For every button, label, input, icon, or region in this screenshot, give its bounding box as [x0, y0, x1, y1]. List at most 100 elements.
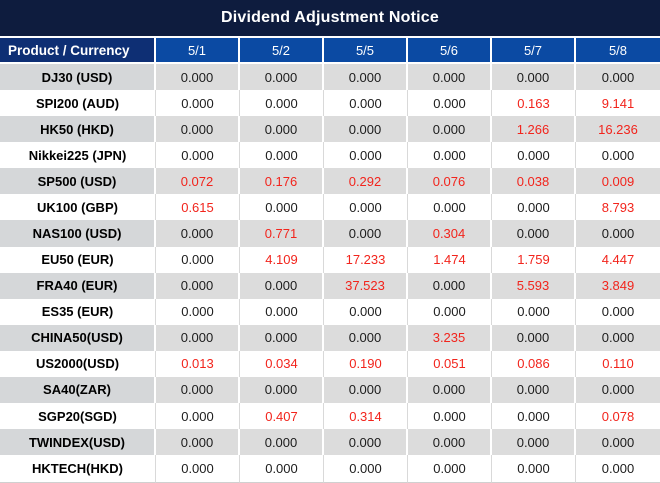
dividend-value: 0.000: [576, 220, 660, 247]
dividend-value: 0.038: [492, 168, 576, 195]
dividend-value: 0.000: [240, 429, 324, 456]
table-row: Nikkei225 (JPN) 0.000 0.000 0.000 0.000 0.000…: [0, 142, 660, 169]
dividend-value: 0.304: [408, 220, 492, 247]
dividend-value: 0.176: [240, 168, 324, 195]
dividend-value: 1.474: [408, 246, 492, 273]
dividend-value: 5.593: [492, 272, 576, 299]
table-row: UK100 (GBP) 0.615 0.000 0.000 0.000 0.000 8.79…: [0, 194, 660, 221]
table-row: US2000(USD) 0.013 0.034 0.190 0.051 0.086 0.11…: [0, 350, 660, 377]
dividend-value: 0.000: [240, 90, 324, 117]
dividend-value: 0.000: [156, 142, 240, 169]
product-label: ES35 (EUR): [0, 298, 156, 325]
dividend-value: 0.000: [156, 246, 240, 273]
column-header-date-5-6: 5/6: [408, 38, 492, 64]
column-header-date-5-1: 5/1: [156, 38, 240, 64]
product-label: FRA40 (EUR): [0, 272, 156, 299]
dividend-value: 0.000: [408, 142, 492, 169]
dividend-value: 0.000: [492, 142, 576, 169]
dividend-value: 0.009: [576, 168, 660, 195]
dividend-value: 0.034: [240, 350, 324, 377]
table-row: FRA40 (EUR) 0.000 0.000 37.523 0.000 5.593 3.8…: [0, 272, 660, 299]
dividend-value: 0.000: [156, 429, 240, 456]
dividend-value: 0.000: [576, 376, 660, 404]
dividend-value: 0.000: [240, 298, 324, 325]
dividend-value: 1.759: [492, 246, 576, 273]
dividend-value: 0.000: [240, 272, 324, 299]
dividend-value: 4.447: [576, 246, 660, 273]
dividend-value: 0.000: [324, 90, 408, 117]
page-title: Dividend Adjustment Notice: [0, 0, 660, 36]
product-label: SP500 (USD): [0, 168, 156, 195]
column-header-date-5-5: 5/5: [324, 38, 408, 64]
table-row: SPI200 (AUD) 0.000 0.000 0.000 0.000 0.163 9.1…: [0, 90, 660, 117]
dividend-value: 0.000: [408, 272, 492, 299]
product-label: UK100 (GBP): [0, 194, 156, 221]
table-row: TWINDEX(USD) 0.000 0.000 0.000 0.000 0.000 0.0…: [0, 429, 660, 456]
dividend-value: 0.000: [576, 64, 660, 91]
product-label: HKTECH(HKD): [0, 455, 156, 483]
table-header-row: Product / Currency 5/1 5/2 5/5 5/6 5/7 5/8: [0, 38, 660, 64]
dividend-value: 0.000: [240, 116, 324, 143]
table-header: Product / Currency 5/1 5/2 5/5 5/6 5/7 5/8: [0, 38, 660, 64]
dividend-value: 0.000: [240, 376, 324, 404]
dividend-value: 0.000: [324, 194, 408, 221]
dividend-value: 0.000: [240, 455, 324, 483]
dividend-value: 0.000: [324, 220, 408, 247]
product-label: SGP20(SGD): [0, 403, 156, 430]
dividend-value: 1.266: [492, 116, 576, 143]
dividend-value: 0.000: [492, 324, 576, 351]
dividend-value: 0.000: [492, 220, 576, 247]
table-row: HK50 (HKD) 0.000 0.000 0.000 0.000 1.266 16.23…: [0, 116, 660, 143]
dividend-value: 0.000: [324, 142, 408, 169]
dividend-value: 0.000: [240, 142, 324, 169]
dividend-value: 0.000: [324, 376, 408, 404]
dividend-value: 0.000: [408, 194, 492, 221]
dividend-value: 0.000: [324, 324, 408, 351]
dividend-value: 0.000: [156, 455, 240, 483]
dividend-value: 0.000: [492, 298, 576, 325]
dividend-value: 0.163: [492, 90, 576, 117]
table-row: SP500 (USD) 0.072 0.176 0.292 0.076 0.038 0.00…: [0, 168, 660, 195]
product-label: SA40(ZAR): [0, 376, 156, 404]
dividend-value: 0.000: [240, 324, 324, 351]
product-label: SPI200 (AUD): [0, 90, 156, 117]
dividend-value: 0.000: [576, 324, 660, 351]
dividend-value: 0.000: [156, 272, 240, 299]
dividend-value: 0.000: [408, 64, 492, 91]
dividend-value: 0.000: [408, 116, 492, 143]
dividend-value: 0.078: [576, 403, 660, 430]
column-header-product-currency: Product / Currency: [0, 38, 156, 64]
dividend-value: 0.000: [492, 403, 576, 430]
column-header-date-5-7: 5/7: [492, 38, 576, 64]
product-label: HK50 (HKD): [0, 116, 156, 143]
table-row: SA40(ZAR) 0.000 0.000 0.000 0.000 0.000 0.000: [0, 376, 660, 404]
dividend-value: 0.000: [240, 194, 324, 221]
table-row: CHINA50(USD) 0.000 0.000 0.000 3.235 0.000 0.0…: [0, 324, 660, 351]
dividend-value: 0.000: [408, 455, 492, 483]
dividend-value: 0.000: [156, 64, 240, 91]
dividend-value: 0.000: [324, 429, 408, 456]
dividend-value: 0.000: [240, 64, 324, 91]
dividend-value: 0.314: [324, 403, 408, 430]
dividend-value: 0.000: [324, 116, 408, 143]
table-row: EU50 (EUR) 0.000 4.109 17.233 1.474 1.759 4.44…: [0, 246, 660, 273]
dividend-value: 0.000: [156, 324, 240, 351]
dividend-value: 16.236: [576, 116, 660, 143]
dividend-value: 0.000: [324, 64, 408, 91]
dividend-table: Product / Currency 5/1 5/2 5/5 5/6 5/7 5/8 DJ…: [0, 38, 660, 483]
product-label: US2000(USD): [0, 350, 156, 377]
table-row: DJ30 (USD) 0.000 0.000 0.000 0.000 0.000 0.000: [0, 64, 660, 91]
dividend-value: 0.000: [492, 429, 576, 456]
dividend-value: 3.849: [576, 272, 660, 299]
dividend-value: 3.235: [408, 324, 492, 351]
dividend-value: 0.051: [408, 350, 492, 377]
dividend-value: 0.076: [408, 168, 492, 195]
dividend-value: 9.141: [576, 90, 660, 117]
dividend-value: 0.292: [324, 168, 408, 195]
column-header-date-5-8: 5/8: [576, 38, 660, 64]
dividend-value: 17.233: [324, 246, 408, 273]
dividend-value: 0.072: [156, 168, 240, 195]
dividend-value: 0.000: [156, 220, 240, 247]
dividend-value: 0.000: [408, 429, 492, 456]
